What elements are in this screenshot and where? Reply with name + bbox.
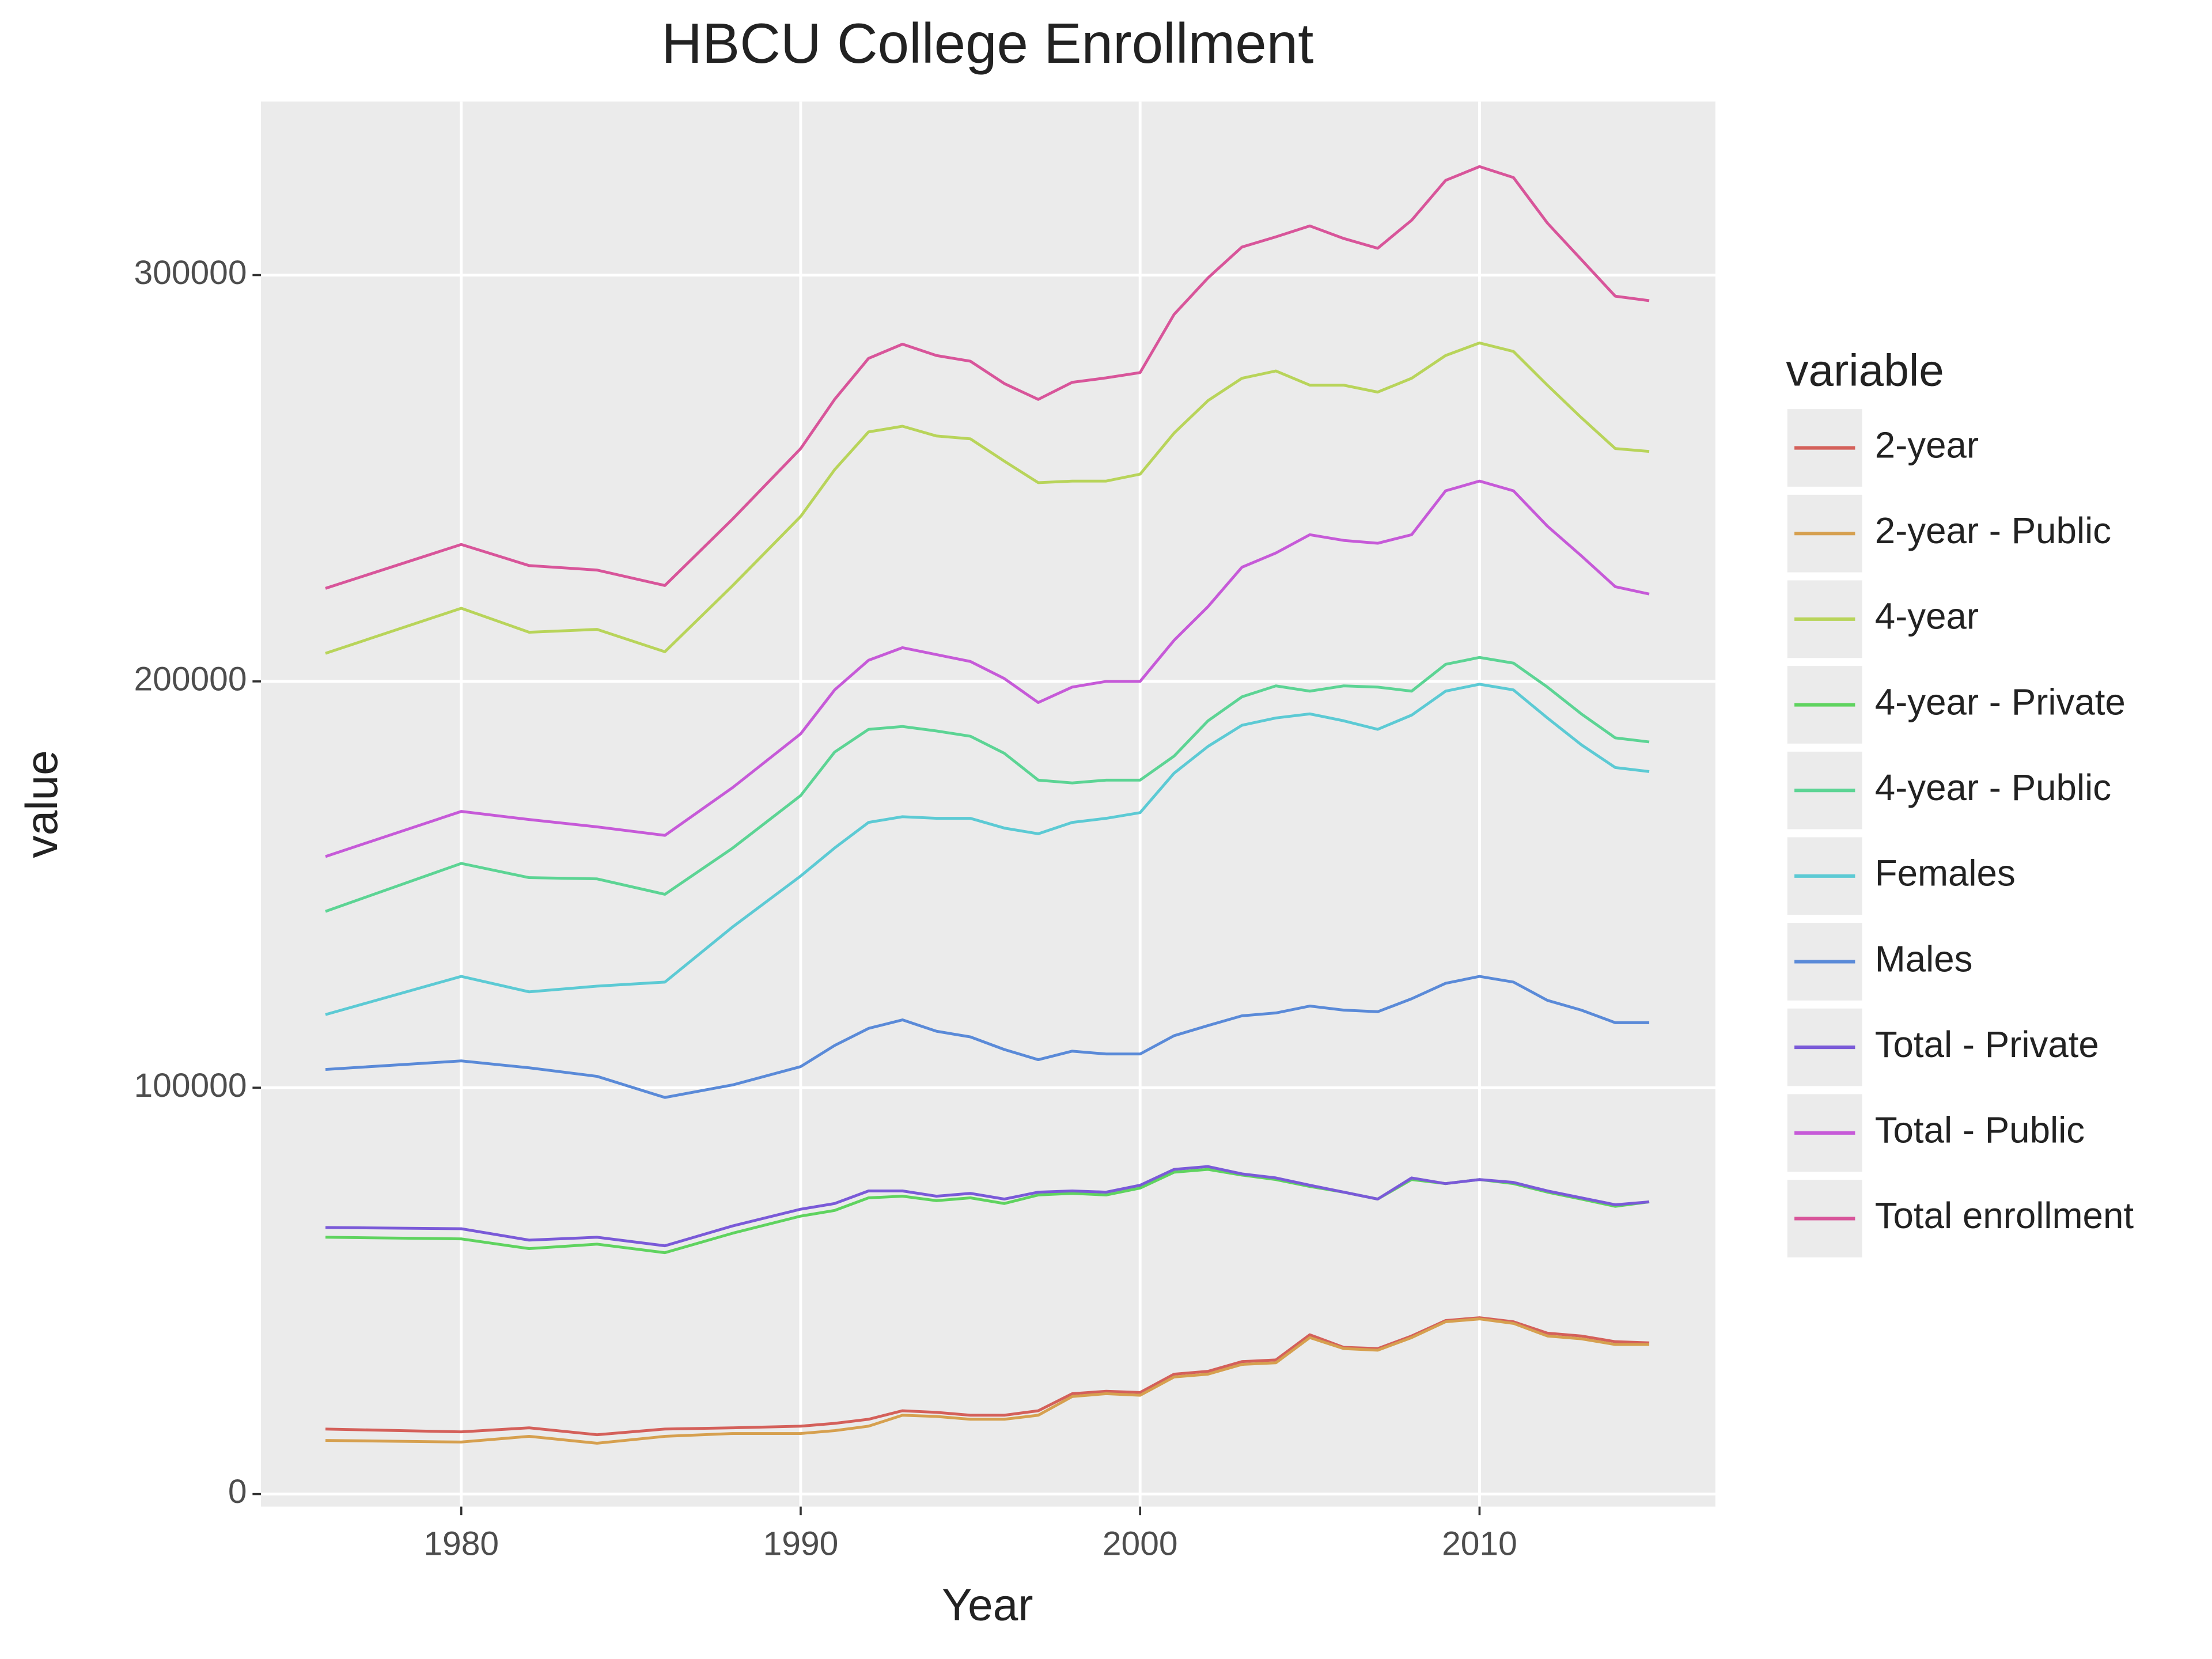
legend-label: 4-year - Private [1875,681,2126,722]
legend-label: 2-year [1875,425,1979,465]
x-tick-label: 2000 [1103,1525,1178,1563]
legend-label: Males [1875,938,1973,979]
panel [261,101,1715,1507]
legend-label: Females [1875,853,2016,894]
line-series [325,975,1650,1099]
y-tick-label: 100000 [134,1067,247,1104]
line-series [325,479,1650,858]
legend-label: Total enrollment [1875,1195,2134,1236]
chart-title: HBCU College Enrollment [661,12,1313,75]
x-tick-label: 2010 [1442,1525,1517,1563]
y-tick-label: 300000 [134,254,247,291]
legend-label: 4-year - Public [1875,767,2111,808]
x-tick-label: 1990 [763,1525,839,1563]
y-tick-label: 0 [228,1473,247,1510]
line-series [325,683,1650,1016]
legend-label: Total - Public [1875,1110,2085,1151]
legend-label: Total - Private [1875,1024,2099,1065]
y-tick-label: 200000 [134,660,247,698]
line-series [325,341,1650,655]
x-tick-label: 1980 [423,1525,499,1563]
legend-label: 2-year - Public [1875,510,2111,551]
line-series [325,165,1650,590]
line-series [325,1317,1650,1445]
y-axis-title: value [16,750,67,858]
line-series [325,656,1650,913]
x-axis-title: Year [942,1580,1033,1630]
line-series [325,1165,1650,1248]
legend-label: 4-year [1875,596,1979,637]
legend-title: variable [1786,345,1944,396]
